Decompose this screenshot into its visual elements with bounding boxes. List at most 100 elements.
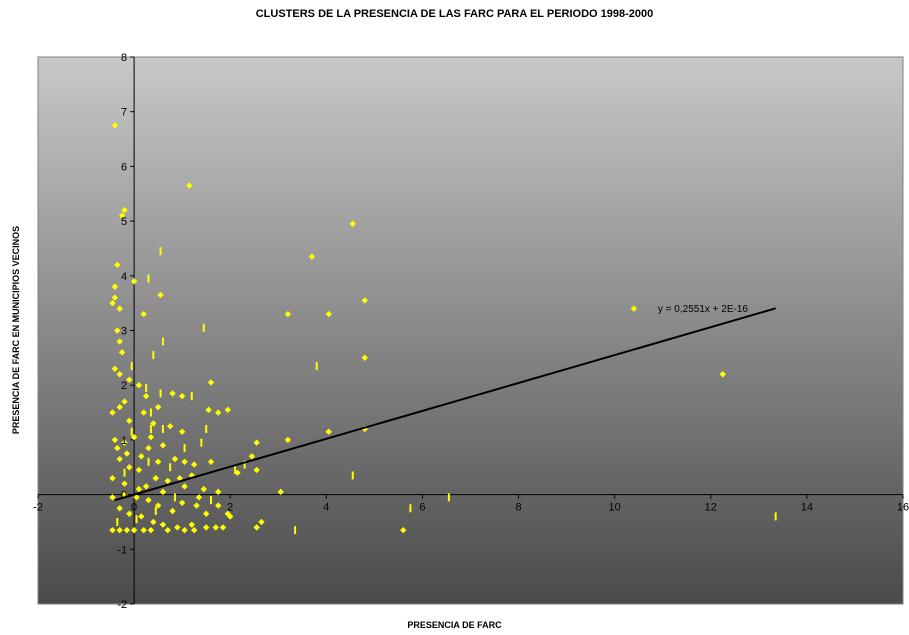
- x-tick-label: 4: [323, 502, 329, 514]
- y-tick-label: 3: [121, 326, 127, 338]
- data-point-diamond: [152, 474, 159, 482]
- chart-title: CLUSTERS DE LA PRESENCIA DE LAS FARC PAR…: [255, 8, 654, 20]
- trendline-equation: y = 0,2551x + 2E-16: [658, 304, 749, 315]
- data-point-diamond: [150, 518, 157, 526]
- x-tick-label: 0: [131, 502, 137, 514]
- data-point-diamond: [138, 453, 145, 460]
- data-point-diamond: [284, 436, 292, 444]
- data-point-diamond: [133, 494, 140, 501]
- data-point-diamond: [181, 458, 188, 465]
- x-tick-label: 16: [897, 502, 909, 514]
- data-point-diamond: [215, 409, 222, 416]
- y-tick-label: -2: [117, 599, 127, 611]
- data-point-diamond: [186, 182, 193, 189]
- trendline-group: y = 0,2551x + 2E-16: [114, 304, 776, 502]
- data-point-diamond: [224, 406, 232, 414]
- data-point-diamond: [178, 392, 186, 400]
- data-point-diamond: [142, 483, 150, 490]
- data-point-diamond: [181, 526, 188, 534]
- data-point-diamond: [202, 510, 210, 517]
- data-point-diamond: [253, 439, 260, 446]
- data-point-diamond: [116, 455, 123, 463]
- data-point-diamond: [253, 524, 260, 531]
- data-point-diamond: [109, 494, 116, 501]
- x-tick-label: 2: [227, 502, 233, 514]
- data-point-diamond: [178, 499, 186, 507]
- data-points: [109, 122, 777, 535]
- data-point-diamond: [109, 526, 116, 534]
- y-tick-label: 4: [121, 271, 127, 283]
- data-point-diamond: [719, 371, 726, 378]
- data-point-diamond: [325, 428, 332, 435]
- data-point-diamond: [202, 524, 210, 531]
- data-point-diamond: [109, 409, 116, 416]
- data-point-diamond: [111, 436, 119, 444]
- y-tick-label: 5: [121, 216, 127, 228]
- data-point-diamond: [142, 392, 150, 400]
- data-point-diamond: [349, 220, 356, 228]
- data-point-diamond: [164, 526, 171, 534]
- x-tick-label: -2: [33, 502, 43, 514]
- y-tick-label: 8: [121, 52, 127, 64]
- data-point-diamond: [277, 488, 284, 496]
- data-point-diamond: [111, 122, 119, 129]
- data-point-diamond: [126, 417, 133, 424]
- data-point-diamond: [111, 294, 119, 301]
- data-point-diamond: [154, 403, 162, 411]
- data-point-diamond: [140, 310, 147, 318]
- y-tick-label: 7: [121, 107, 127, 119]
- data-point-diamond: [114, 444, 121, 452]
- y-tick-label: 0: [121, 490, 127, 502]
- data-point-diamond: [116, 505, 123, 512]
- data-point-diamond: [135, 466, 143, 474]
- data-point-diamond: [171, 455, 179, 463]
- data-point-diamond: [111, 283, 119, 290]
- trendline: [114, 307, 776, 502]
- data-point-diamond: [169, 507, 176, 515]
- data-point-diamond: [227, 513, 234, 520]
- data-point-diamond: [284, 310, 292, 318]
- x-tick-label: 12: [705, 502, 717, 514]
- data-point-diamond: [215, 502, 222, 509]
- data-point-diamond: [130, 526, 138, 534]
- data-point-diamond: [145, 444, 152, 452]
- data-point-diamond: [116, 338, 123, 345]
- data-point-diamond: [118, 212, 126, 219]
- data-point-diamond: [207, 458, 215, 465]
- data-point-diamond: [248, 453, 256, 460]
- data-point-diamond: [212, 524, 220, 531]
- data-point-diamond: [164, 477, 171, 485]
- data-point-diamond: [145, 496, 152, 504]
- data-point-diamond: [258, 518, 265, 526]
- data-point-diamond: [130, 278, 138, 285]
- data-point-diamond: [166, 423, 174, 430]
- x-axis-title: PRESENCIA DE FARC: [407, 620, 502, 630]
- data-point-diamond: [121, 439, 128, 446]
- data-point-diamond: [224, 510, 232, 517]
- data-point-diamond: [205, 406, 212, 414]
- data-point-diamond: [126, 376, 133, 383]
- data-point-diamond: [114, 261, 121, 269]
- data-point-diamond: [207, 379, 215, 386]
- data-point-diamond: [140, 526, 147, 534]
- data-point-diamond: [109, 474, 116, 482]
- data-point-diamond: [116, 526, 123, 534]
- data-point-diamond: [159, 488, 167, 496]
- data-point-diamond: [121, 480, 128, 487]
- data-point-diamond: [176, 474, 183, 482]
- data-point-diamond: [195, 494, 203, 501]
- data-point-diamond: [121, 206, 128, 214]
- data-point-diamond: [121, 398, 128, 405]
- data-point-diamond: [190, 461, 198, 468]
- data-point-diamond: [135, 485, 143, 493]
- data-point-diamond: [116, 403, 123, 411]
- data-point-diamond: [325, 310, 332, 318]
- data-point-diamond: [169, 390, 176, 397]
- data-point-diamond: [159, 442, 167, 449]
- data-point-diamond: [361, 297, 368, 304]
- data-point-diamond: [361, 354, 368, 362]
- data-point-diamond: [400, 526, 407, 534]
- data-point-diamond: [114, 327, 121, 334]
